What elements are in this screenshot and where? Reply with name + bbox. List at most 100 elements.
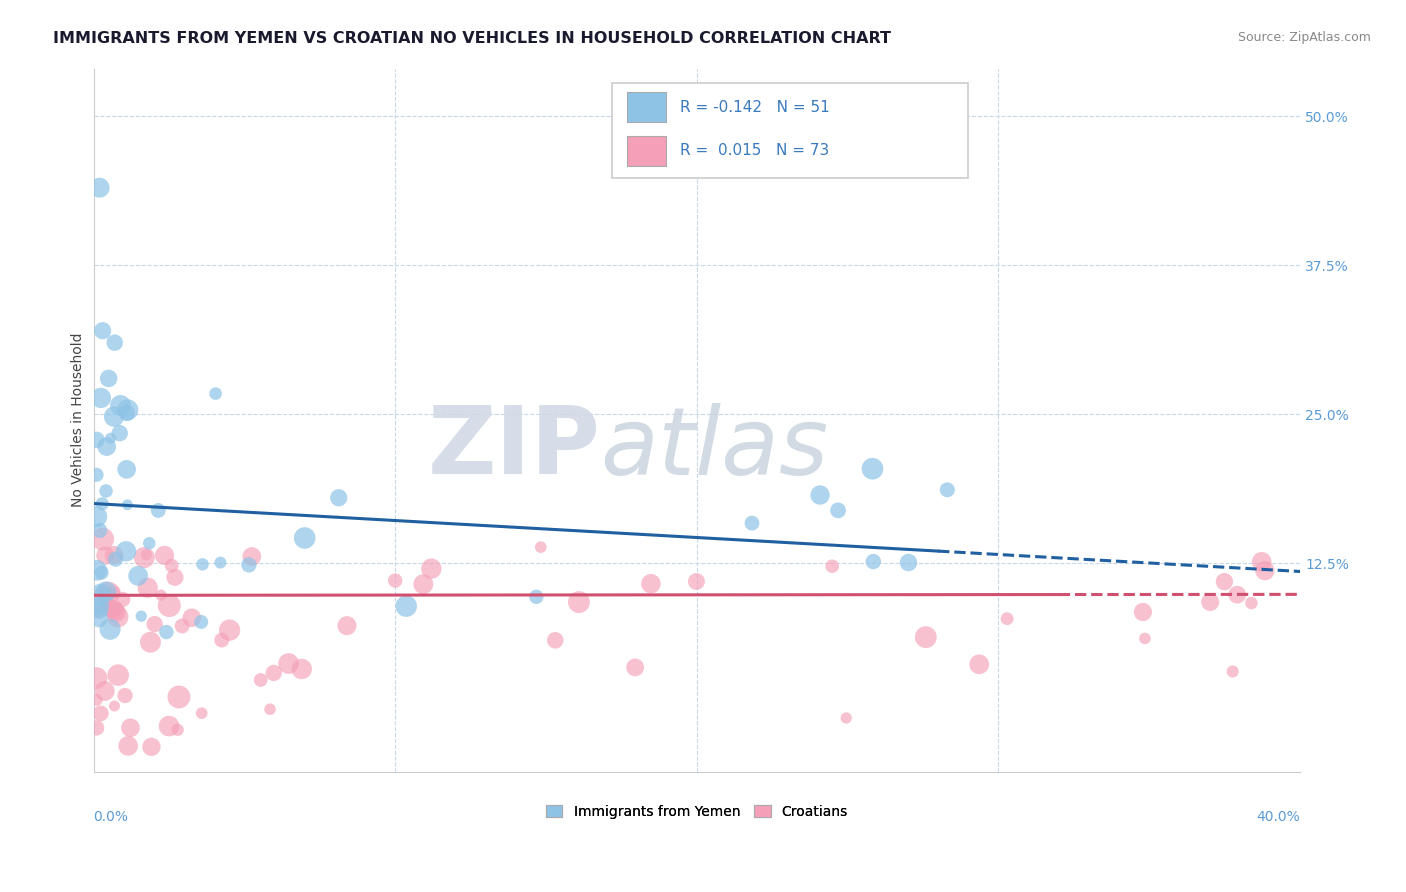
Point — [420, 561, 443, 575]
Text: atlas: atlas — [600, 403, 828, 494]
Point — [136, 581, 159, 595]
Point — [91, 497, 114, 511]
Point — [148, 503, 170, 517]
Point — [328, 491, 350, 505]
Point — [1222, 665, 1244, 679]
Point — [240, 549, 263, 564]
Point — [1213, 574, 1236, 589]
Point — [1226, 588, 1249, 602]
Point — [544, 633, 567, 648]
Point — [91, 591, 114, 606]
Point — [129, 609, 152, 624]
Point — [91, 532, 114, 546]
Point — [936, 483, 959, 497]
Point — [90, 566, 112, 580]
Point — [91, 324, 114, 338]
Point — [1254, 564, 1277, 578]
Point — [134, 550, 156, 565]
Point — [96, 440, 118, 454]
Point — [105, 606, 128, 620]
Point — [155, 625, 177, 640]
Point — [835, 711, 858, 725]
Point — [412, 577, 434, 591]
Point — [110, 399, 132, 413]
Text: 40.0%: 40.0% — [1257, 810, 1301, 824]
Point — [115, 406, 138, 420]
Point — [97, 599, 120, 614]
Point — [107, 609, 129, 624]
Point — [640, 576, 662, 591]
Point — [157, 719, 180, 733]
Point — [209, 556, 232, 570]
Text: 0.0%: 0.0% — [94, 810, 128, 824]
Point — [862, 555, 884, 569]
Point — [291, 662, 314, 676]
Point — [117, 739, 139, 753]
Point — [277, 657, 299, 671]
Point — [172, 619, 194, 633]
Point — [395, 599, 418, 614]
Point — [741, 516, 763, 530]
Point — [104, 552, 127, 566]
Point — [89, 524, 111, 538]
Point — [685, 574, 707, 589]
Point — [111, 592, 134, 607]
Point — [808, 488, 831, 502]
Point — [530, 540, 553, 554]
Point — [967, 657, 990, 672]
Point — [103, 409, 125, 424]
Point — [98, 601, 121, 615]
Point — [87, 611, 110, 625]
Point — [163, 570, 186, 584]
Point — [524, 590, 547, 604]
Point — [167, 690, 190, 704]
Point — [86, 563, 108, 577]
Point — [86, 605, 108, 619]
Point — [1240, 596, 1263, 610]
Point — [97, 371, 120, 385]
Point — [94, 483, 117, 498]
Point — [89, 180, 111, 194]
Point — [86, 692, 108, 706]
Point — [914, 630, 936, 644]
Point — [218, 623, 240, 637]
Point — [821, 559, 844, 574]
Point — [101, 601, 124, 615]
Point — [827, 503, 849, 517]
Text: IMMIGRANTS FROM YEMEN VS CROATIAN NO VEHICLES IN HOUSEHOLD CORRELATION CHART: IMMIGRANTS FROM YEMEN VS CROATIAN NO VEH… — [53, 31, 891, 46]
Point — [115, 462, 138, 476]
Point — [97, 586, 120, 600]
Point — [624, 660, 647, 674]
Point — [238, 558, 260, 572]
Point — [117, 402, 139, 417]
Point — [568, 595, 591, 609]
Point — [103, 548, 125, 562]
Point — [103, 698, 125, 713]
Point — [190, 706, 212, 721]
Point — [115, 544, 138, 558]
Point — [141, 739, 163, 754]
Point — [103, 585, 125, 599]
Point — [138, 536, 160, 550]
Text: ZIP: ZIP — [427, 402, 600, 494]
Point — [160, 558, 183, 573]
Point — [86, 721, 108, 735]
Point — [149, 588, 172, 602]
Legend: Immigrants from Yemen, Croatians: Immigrants from Yemen, Croatians — [540, 799, 853, 824]
Point — [90, 587, 112, 601]
Point — [1133, 632, 1156, 646]
Point — [98, 622, 121, 636]
Point — [108, 426, 131, 441]
Point — [153, 549, 176, 563]
Point — [86, 433, 108, 447]
Point — [157, 599, 180, 613]
Point — [180, 611, 202, 625]
Point — [190, 615, 212, 629]
Point — [336, 618, 359, 632]
Point — [103, 603, 125, 617]
Point — [1199, 595, 1222, 609]
Point — [93, 684, 115, 698]
Point — [263, 665, 285, 680]
Point — [104, 335, 127, 350]
Point — [259, 702, 281, 716]
